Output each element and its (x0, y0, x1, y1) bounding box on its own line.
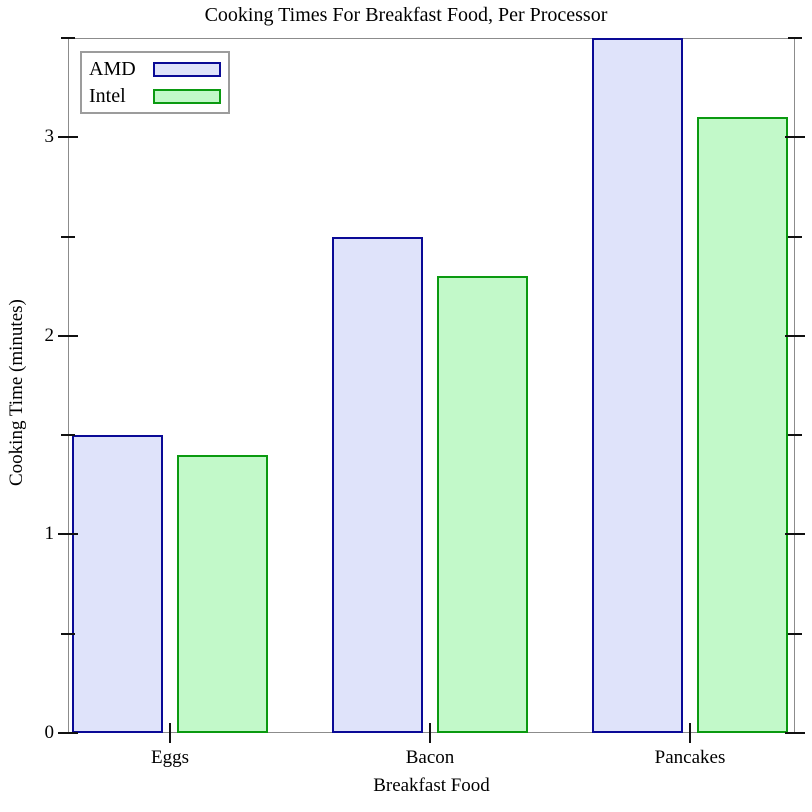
y-axis-tick-major-right (785, 334, 805, 337)
y-axis-tick-minor (61, 434, 75, 437)
y-tick-label: 3 (44, 126, 55, 148)
legend-swatch-intel (153, 88, 221, 104)
category-label: Bacon (405, 747, 455, 768)
y-axis-tick-minor-right (788, 632, 802, 635)
legend-row-amd: AMD (89, 56, 221, 82)
bar-amd-bacon (332, 236, 423, 733)
y-axis-tick-minor-right (788, 37, 802, 39)
bar-intel-pancakes (697, 117, 788, 733)
y-axis-tick-major-right (785, 136, 805, 139)
legend-label-amd: AMD (89, 58, 136, 80)
y-axis-tick-major (58, 533, 78, 536)
y-axis-tick-major-right (785, 732, 805, 734)
x-axis-tick (169, 723, 171, 743)
y-axis-tick-minor-right (788, 235, 802, 238)
y-tick-label: 1 (44, 523, 55, 545)
legend-swatch-amd (153, 61, 221, 77)
x-axis-tick (429, 723, 431, 743)
bar-amd-pancakes (592, 38, 683, 733)
y-axis-tick-minor (61, 235, 75, 238)
chart-title: Cooking Times For Breakfast Food, Per Pr… (204, 4, 608, 26)
bar-intel-eggs (177, 455, 268, 733)
y-axis-tick-minor-right (788, 434, 802, 437)
y-axis-tick-major-right (785, 533, 805, 536)
y-axis-label: Cooking Time (minutes) (6, 299, 27, 487)
x-axis-label: Breakfast Food (373, 775, 490, 796)
legend: AMD Intel (80, 51, 230, 114)
bar-amd-eggs (72, 435, 163, 733)
category-label: Eggs (151, 747, 189, 768)
legend-row-intel: Intel (89, 83, 221, 109)
y-tick-label: 2 (44, 324, 55, 346)
y-axis-tick-minor (61, 37, 75, 39)
x-axis-tick (689, 723, 691, 743)
category-label: Pancakes (654, 747, 726, 768)
legend-label-intel: Intel (89, 85, 126, 107)
bar-intel-bacon (437, 276, 528, 733)
y-tick-label: 0 (44, 722, 55, 743)
y-axis-tick-major (58, 334, 78, 337)
y-axis-tick-minor (61, 632, 75, 635)
y-axis-tick-major (58, 732, 78, 734)
y-axis-tick-major (58, 136, 78, 139)
plot-frame (68, 38, 795, 733)
